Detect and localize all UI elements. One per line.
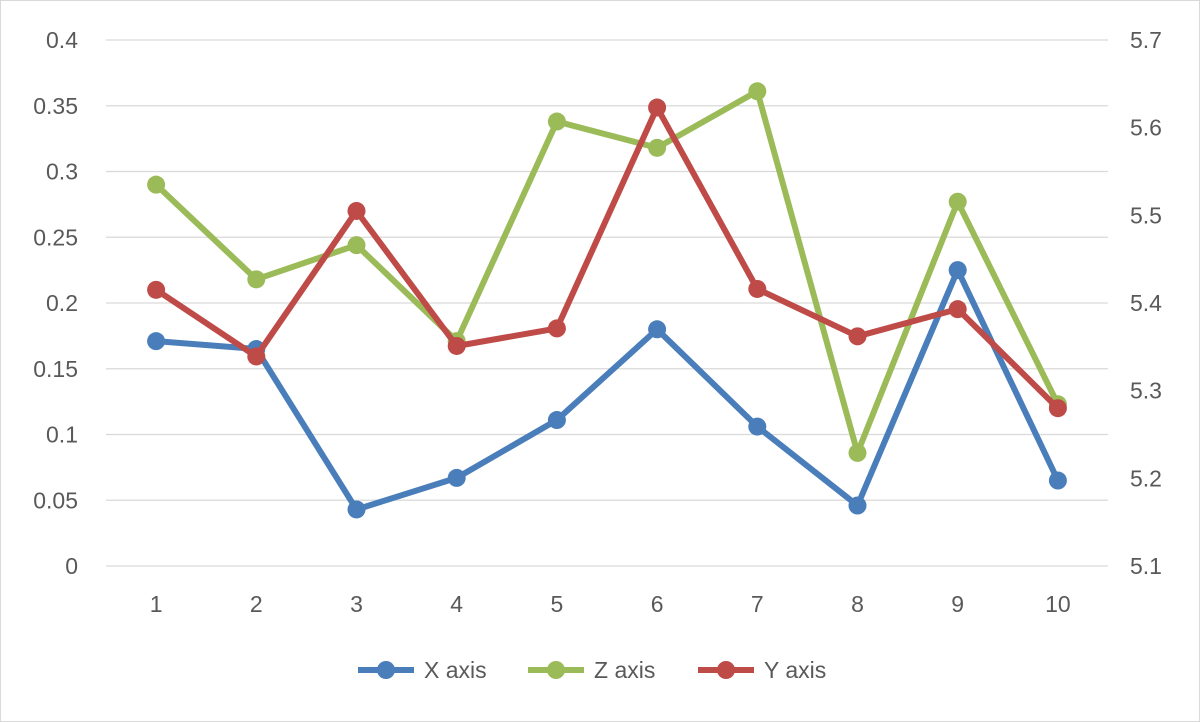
data-point [748, 417, 767, 436]
data-point [447, 468, 466, 487]
series-z-axis [147, 82, 1067, 462]
left-tick-label: 0 [65, 553, 78, 579]
data-point [1048, 399, 1067, 418]
data-point [247, 347, 266, 366]
legend-swatch-marker [717, 661, 735, 679]
data-point [848, 327, 867, 346]
left-tick-label: 0.25 [33, 224, 78, 250]
right-tick-label: 5.1 [1130, 553, 1162, 579]
data-point [147, 175, 166, 194]
data-point [748, 82, 767, 101]
right-tick-label: 5.2 [1130, 465, 1162, 491]
x-tick-label: 3 [350, 591, 363, 617]
series-line [153, 267, 1061, 513]
series-line [153, 88, 1061, 456]
data-point [147, 280, 166, 299]
series-lines [147, 82, 1067, 519]
x-tick-label: 6 [651, 591, 664, 617]
legend-item: X axis [358, 657, 487, 683]
x-tick-label: 5 [551, 591, 564, 617]
legend-swatch-marker [377, 661, 395, 679]
x-tick-label: 7 [751, 591, 764, 617]
data-point [648, 320, 667, 339]
data-point [648, 138, 667, 157]
left-tick-label: 0.2 [46, 290, 78, 316]
left-tick-label: 0.3 [46, 159, 78, 185]
legend: X axis Z axis Y axis [358, 657, 826, 683]
right-tick-label: 5.6 [1130, 115, 1162, 141]
left-tick-label: 0.15 [33, 356, 78, 382]
left-tick-label: 0.35 [33, 93, 78, 119]
right-tick-label: 5.7 [1130, 27, 1162, 53]
legend-item: Y axis [698, 657, 826, 683]
x-tick-label: 10 [1045, 591, 1071, 617]
series-line [153, 104, 1061, 412]
legend-item: Z axis [528, 657, 655, 683]
data-point [948, 192, 967, 211]
legend-label: Z axis [594, 657, 655, 683]
data-point [147, 332, 166, 351]
right-axis-ticks: 5.1 5.2 5.3 5.4 5.5 5.6 5.7 [1130, 27, 1162, 579]
data-point [848, 443, 867, 462]
data-point [748, 279, 767, 298]
data-point [948, 300, 967, 319]
right-tick-label: 5.4 [1130, 290, 1162, 316]
x-tick-label: 9 [951, 591, 964, 617]
data-point [547, 411, 566, 430]
x-tick-label: 1 [150, 591, 163, 617]
legend-swatch-marker [547, 661, 565, 679]
data-point [948, 261, 967, 280]
left-axis-ticks: 0 0.05 0.1 0.15 0.2 0.25 0.3 0.35 0.4 [33, 27, 78, 579]
data-point [447, 336, 466, 355]
data-point [547, 112, 566, 131]
data-point [547, 319, 566, 338]
right-tick-label: 5.3 [1130, 378, 1162, 404]
data-point [347, 500, 366, 519]
x-tick-label: 4 [450, 591, 463, 617]
legend-label: X axis [424, 657, 487, 683]
x-axis-ticks: 1 2 3 4 5 6 7 8 9 10 [150, 591, 1071, 617]
data-point [247, 270, 266, 289]
left-tick-label: 0.05 [33, 487, 78, 513]
legend-label: Y axis [764, 657, 826, 683]
left-tick-label: 0.1 [46, 422, 78, 448]
data-point [347, 236, 366, 255]
series-x-axis [147, 261, 1067, 519]
x-tick-label: 8 [851, 591, 864, 617]
left-tick-label: 0.4 [46, 27, 78, 53]
data-point [1048, 471, 1067, 490]
x-tick-label: 2 [250, 591, 263, 617]
right-tick-label: 5.5 [1130, 202, 1162, 228]
data-point [347, 201, 366, 220]
data-point [848, 496, 867, 515]
series-y-axis [147, 98, 1067, 418]
data-point [648, 98, 667, 117]
